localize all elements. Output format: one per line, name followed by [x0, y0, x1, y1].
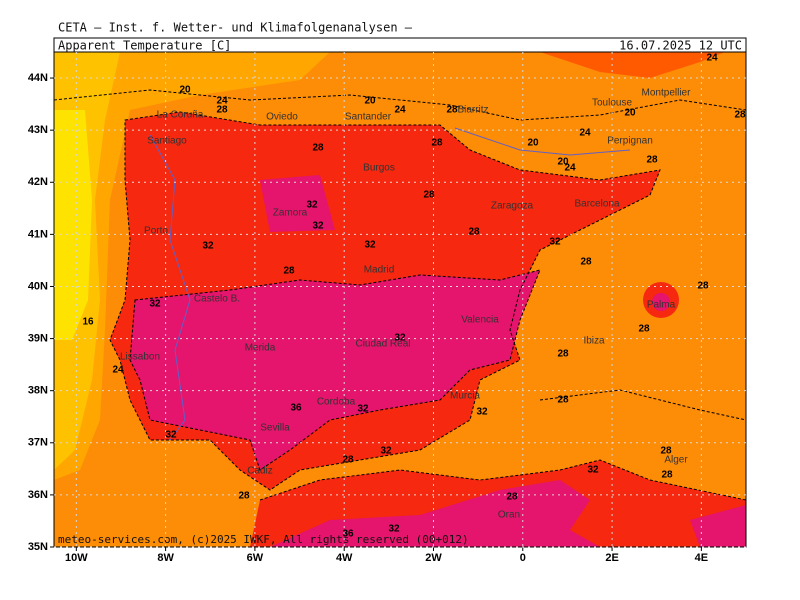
y-tick-label: 38N — [28, 385, 48, 397]
contour-label: 16 — [82, 317, 94, 328]
contour-label: 32 — [380, 446, 392, 457]
contour-label: 32 — [202, 241, 214, 252]
contour-label: 28 — [216, 105, 228, 116]
contour-label: 28 — [697, 281, 709, 292]
city-label: Cadiz — [247, 466, 273, 477]
x-tick-label: 4W — [336, 552, 353, 564]
city-label: Castelo B. — [194, 294, 240, 305]
contour-label: 24 — [216, 96, 228, 107]
contour-label: 24 — [394, 105, 406, 116]
contour-label: 28 — [423, 190, 435, 201]
contour-label: 28 — [238, 491, 250, 502]
contour-label: 28 — [661, 470, 673, 481]
contour-label: 32 — [388, 524, 400, 535]
city-label: Merida — [245, 343, 276, 354]
contour-label: 20 — [364, 96, 376, 107]
city-label: Santiago — [147, 136, 187, 147]
y-tick-label: 35N — [28, 541, 48, 553]
field — [54, 52, 746, 547]
contour-label: 28 — [283, 266, 295, 277]
city-label: Oran — [498, 510, 520, 521]
contour-label: 32 — [364, 240, 376, 251]
x-tick-label: 4E — [695, 552, 708, 564]
city-label: Oviedo — [266, 112, 298, 123]
contour-label: 32 — [149, 299, 161, 310]
contour-label: 24 — [564, 163, 576, 174]
city-label: Ibiza — [583, 336, 605, 347]
y-tick-label: 43N — [28, 124, 48, 136]
contour-label: 32 — [476, 407, 488, 418]
parameter: Apparent_Temperature [C] — [58, 39, 231, 53]
contour-label: 28 — [646, 155, 658, 166]
contour-label: 36 — [342, 529, 354, 540]
contour-label: 24 — [112, 365, 124, 376]
city-label: Ciudad Real — [355, 339, 410, 350]
contour-label: 28 — [468, 227, 480, 238]
city-label: Murcia — [450, 391, 480, 402]
city-label: Biarritz — [457, 105, 488, 116]
contour-label: 32 — [165, 430, 177, 441]
contour-label: 28 — [638, 324, 650, 335]
contour-label: 24 — [706, 53, 718, 64]
contour-label: 28 — [312, 143, 324, 154]
contour-label: 32 — [312, 221, 324, 232]
city-label: Santander — [345, 112, 392, 123]
x-tick-label: 2W — [425, 552, 442, 564]
contour-label: 20 — [179, 85, 191, 96]
city-label: Cordoba — [317, 397, 356, 408]
contour-label: 32 — [306, 200, 318, 211]
contour-label: 36 — [290, 403, 302, 414]
city-label: Burgos — [363, 163, 395, 174]
contour-label: 28 — [506, 492, 518, 503]
map-frame — [53, 51, 747, 548]
x-tick-label: 0 — [520, 552, 526, 564]
contour-label: 32 — [549, 237, 561, 248]
y-tick-label: 39N — [28, 332, 48, 344]
city-label: Madrid — [364, 265, 395, 276]
city-label: Toulouse — [592, 98, 632, 109]
contour-label: 28 — [557, 395, 569, 406]
city-label: Sevilla — [260, 423, 290, 434]
y-tick-label: 40N — [28, 280, 48, 292]
contour-label: 28 — [557, 349, 569, 360]
header-title: CETA — Inst. f. Wetter- und Klimafolgena… — [58, 21, 413, 35]
contour-label: 28 — [734, 110, 746, 121]
city-label: Alger — [664, 455, 688, 466]
city-label: Perpignan — [607, 136, 653, 147]
y-tick-label: 44N — [28, 72, 48, 84]
contour-label: 32 — [587, 465, 599, 476]
contour-label: 20 — [624, 108, 636, 119]
y-tick-label: 36N — [28, 489, 48, 501]
city-label: La Coruña — [157, 110, 204, 121]
city-label: Porto — [144, 226, 168, 237]
x-tick-label: 10W — [65, 552, 88, 564]
contour-label: 28 — [431, 138, 443, 149]
x-tick-label: 8W — [157, 552, 174, 564]
x-tick-label: 2E — [605, 552, 618, 564]
contour-label: 32 — [357, 404, 369, 415]
city-label: Zamora — [273, 208, 308, 219]
contour-label: 28 — [580, 257, 592, 268]
footer: meteo-services.com, (c)2025 IWKF, All ri… — [58, 533, 469, 546]
y-tick-label: 41N — [28, 228, 48, 240]
contour-label: 28 — [342, 455, 354, 466]
city-label: Lissabon — [120, 352, 160, 363]
contour-label: 20 — [557, 157, 569, 168]
contour-label: 28 — [660, 446, 672, 457]
contour-label: 24 — [579, 128, 591, 139]
contour-label: 28 — [446, 105, 458, 116]
city-label: Montpellier — [642, 88, 692, 99]
city-label: Valencia — [461, 315, 499, 326]
contour-label: 20 — [527, 138, 539, 149]
y-tick-label: 42N — [28, 176, 48, 188]
city-label: Palma — [647, 300, 676, 311]
valid-time: 16.07.2025 12 UTC — [619, 39, 742, 53]
city-label: Zaragoza — [491, 201, 534, 212]
x-tick-label: 6W — [247, 552, 264, 564]
contour-label: 32 — [394, 333, 406, 344]
city-label: Barcelona — [574, 199, 619, 210]
y-tick-label: 37N — [28, 437, 48, 449]
